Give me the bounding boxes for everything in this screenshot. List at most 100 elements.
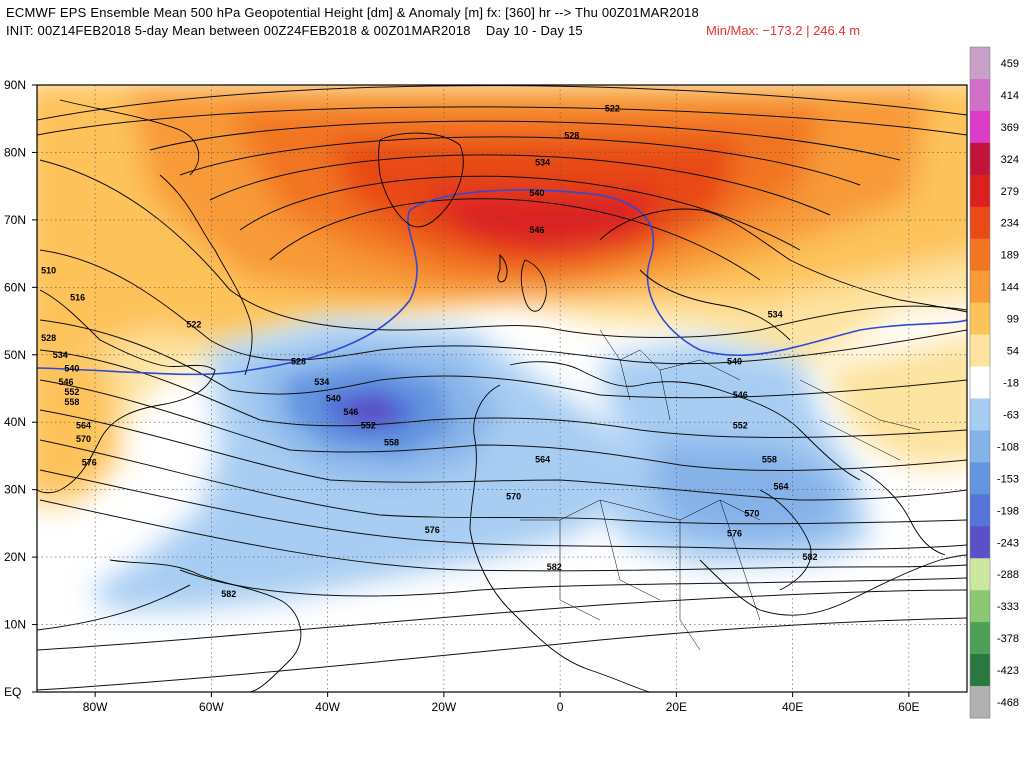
country-borders [520, 329, 921, 651]
lat-label: 30N [4, 483, 26, 497]
lat-label: 20N [4, 550, 26, 564]
colorbar-swatch [970, 238, 990, 272]
colorbar-swatch [970, 47, 990, 80]
colorbar-label: 144 [1001, 282, 1019, 294]
lon-label: 0 [557, 700, 564, 714]
contour-label: 552 [361, 421, 376, 431]
colorbar-label: -378 [997, 633, 1019, 645]
latitude-labels: 90N 80N 70N 60N 50N 40N 30N 20N 10N EQ [4, 78, 37, 699]
colorbar-swatch [970, 398, 990, 431]
contour-label: 534 [768, 309, 783, 319]
contour-label: 552 [733, 421, 748, 431]
contour-label: 546 [529, 225, 544, 235]
colorbar-swatch [970, 270, 990, 304]
colorbar-label: 279 [1001, 186, 1019, 198]
contour-label: 558 [762, 454, 777, 464]
lon-label: 60E [898, 700, 919, 714]
colorbar-label: -153 [997, 473, 1019, 485]
colorbar-swatch [970, 302, 990, 336]
contour-label: 558 [384, 437, 399, 447]
contour-label: 564 [76, 421, 91, 431]
contour-label: 558 [64, 397, 79, 407]
longitude-labels: 80W 60W 40W 20W 0 20E 40E 60E [83, 692, 920, 714]
contour-label: 510 [41, 265, 56, 275]
lat-label: 80N [4, 145, 26, 159]
colorbar-label: -423 [997, 665, 1019, 677]
colorbar-swatch [970, 366, 990, 399]
contour-label: 534 [314, 377, 329, 387]
colorbar-label: 234 [1001, 218, 1019, 230]
colorbar-label: -468 [997, 697, 1019, 709]
colorbar-swatch [970, 494, 990, 527]
contour-label: 576 [727, 529, 742, 539]
min-max-readout: Min/Max: −173.2 | 246.4 m [706, 23, 861, 38]
colorbar-swatch [970, 622, 990, 655]
colorbar-swatch [970, 78, 990, 112]
colorbar-label: -18 [1003, 378, 1019, 390]
colorbar-swatch [970, 430, 990, 463]
contour-label: 540 [64, 363, 79, 373]
lat-label: EQ [4, 685, 21, 699]
contour-label: 528 [291, 357, 306, 367]
lon-label: 40W [315, 700, 340, 714]
contour-label: 540 [727, 357, 742, 367]
colorbar-swatch [970, 174, 990, 208]
contour-label: 576 [425, 525, 440, 535]
colorbar-label: -108 [997, 441, 1019, 453]
contour-label: 534 [535, 158, 550, 168]
contour-label: 528 [41, 333, 56, 343]
chart-title: ECMWF EPS Ensemble Mean 500 hPa Geopoten… [6, 5, 699, 20]
lon-label: 20E [666, 700, 687, 714]
contour-label: 570 [76, 434, 91, 444]
lat-label: 90N [4, 78, 26, 92]
lat-label: 40N [4, 415, 26, 429]
contour-label: 552 [64, 387, 79, 397]
contour-label: 582 [803, 552, 818, 562]
contour-label: 540 [326, 394, 341, 404]
lon-label: 60W [199, 700, 224, 714]
anomaly-colorbar: 459 414 369 324 279 234 189 144 99 54 -18 -63 -108 -1… [969, 46, 1019, 719]
contour-label: 576 [82, 458, 97, 468]
lon-label: 20W [432, 700, 457, 714]
colorbar-label: -63 [1003, 409, 1019, 421]
lat-label: 60N [4, 280, 26, 294]
anomaly-shading [37, 85, 967, 692]
contour-label: 522 [186, 319, 201, 329]
chart-subtitle: INIT: 00Z14FEB2018 5-day Mean between 00… [6, 23, 583, 38]
lat-label: 70N [4, 213, 26, 227]
contour-label: 582 [221, 589, 236, 599]
colorbar-label: 324 [1001, 154, 1019, 166]
colorbar-label: 369 [1001, 122, 1019, 134]
lat-label: 50N [4, 348, 26, 362]
map-frame [36, 84, 968, 693]
colorbar-label: 189 [1001, 250, 1019, 262]
colorbar-swatch [970, 206, 990, 240]
colorbar-swatch [970, 142, 990, 176]
coastlines [37, 99, 967, 692]
lon-label: 80W [83, 700, 108, 714]
colorbar-label: -198 [997, 505, 1019, 517]
colorbar-label: 459 [1001, 58, 1019, 70]
colorbar-label: 54 [1007, 346, 1019, 358]
colorbar-swatch [970, 110, 990, 144]
contour-label: 546 [343, 407, 358, 417]
colorbar-label: -288 [997, 569, 1019, 581]
contour-label: 540 [529, 188, 544, 198]
graticule [37, 85, 967, 692]
colorbar-swatch [970, 526, 990, 559]
contour-label: 564 [535, 454, 550, 464]
contour-label: 516 [70, 292, 85, 302]
contour-label: 564 [773, 481, 788, 491]
colorbar-frame [969, 46, 991, 719]
colorbar-swatch [970, 686, 990, 719]
colorbar-swatch [970, 590, 990, 623]
colorbar-label: -333 [997, 601, 1019, 613]
colorbar-swatch [970, 334, 990, 368]
contour-label: 534 [53, 350, 68, 360]
colorbar-swatch [970, 654, 990, 687]
colorbar-swatch [970, 558, 990, 591]
colorbar-label: -243 [997, 537, 1019, 549]
colorbar-label: 99 [1007, 314, 1019, 326]
contour-label: 570 [744, 508, 759, 518]
colorbar-label: 414 [1001, 90, 1019, 102]
